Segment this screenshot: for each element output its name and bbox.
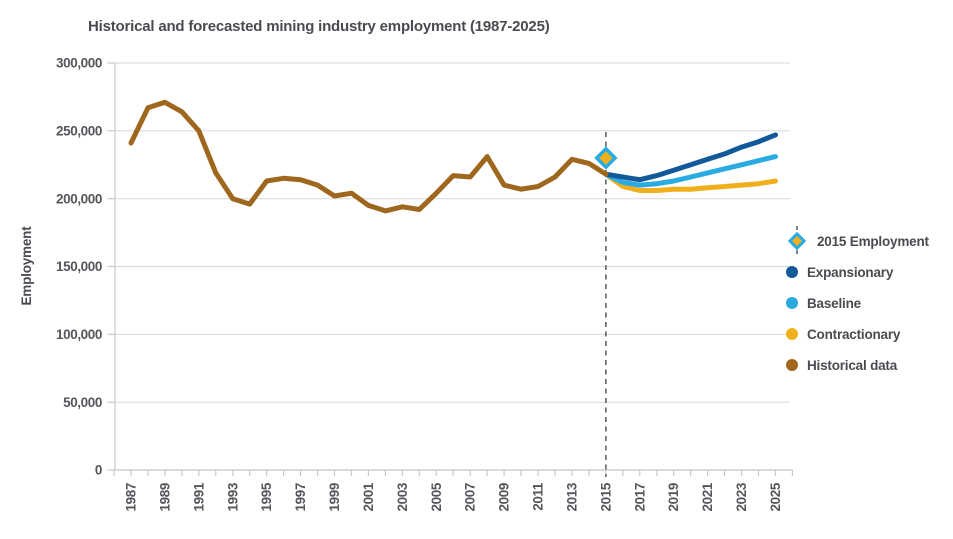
x-tick-label: 2025 xyxy=(768,482,783,511)
x-tick-label: 1987 xyxy=(124,483,139,511)
x-tick-label: 1991 xyxy=(191,482,206,511)
legend-label-2015-employment: 2015 Employment xyxy=(817,233,929,249)
x-tick-label: 2013 xyxy=(565,482,580,511)
y-tick-label: 50,000 xyxy=(63,395,102,410)
legend-item-2015-employment: 2015 Employment xyxy=(786,226,929,256)
contractionary-dot-icon xyxy=(786,328,798,340)
expansionary-dot-icon xyxy=(786,266,798,278)
2015-employment-diamond-marker xyxy=(594,146,618,170)
y-tick-label: 0 xyxy=(95,463,102,478)
y-tick-label: 150,000 xyxy=(56,259,102,274)
axes: 0 50,000 100,000 150,000 200,000 250,000 300,0… xyxy=(56,56,794,511)
legend-item-historical-data: Historical data xyxy=(786,354,929,376)
x-tick-label: 2021 xyxy=(700,482,715,511)
legend-item-expansionary: Expansionary xyxy=(786,261,929,283)
legend-label-expansionary: Expansionary xyxy=(807,264,894,280)
x-tick-label: 2007 xyxy=(463,483,478,511)
y-axis-title: Employment xyxy=(19,226,34,306)
x-tick-label: 2019 xyxy=(666,483,681,511)
legend-item-contractionary: Contractionary xyxy=(786,323,929,345)
y-tick-label: 100,000 xyxy=(56,327,102,342)
historical-data-dot-icon xyxy=(786,359,798,371)
x-tick-label: 2009 xyxy=(497,483,512,511)
y-tick-label: 200,000 xyxy=(56,191,102,206)
baseline-dot-icon xyxy=(786,297,798,309)
legend-item-baseline: Baseline xyxy=(786,292,929,314)
2015-employment-marker-icon xyxy=(787,226,807,256)
x-tick-label: 2017 xyxy=(632,483,647,511)
x-tick-label: 1995 xyxy=(259,482,274,511)
x-tick-label: 1989 xyxy=(157,483,172,511)
gridlines xyxy=(115,62,790,403)
expansionary-line xyxy=(603,132,778,183)
legend-label-historical-data: Historical data xyxy=(807,357,898,373)
baseline-line xyxy=(603,154,778,188)
legend-label-contractionary: Contractionary xyxy=(807,326,901,342)
legend: 2015 Employment Expansionary Baseline Contr… xyxy=(786,226,929,376)
x-tick-label: 2003 xyxy=(395,482,410,511)
x-tick-label: 2001 xyxy=(361,482,376,511)
legend-label-baseline: Baseline xyxy=(807,295,861,311)
contractionary-line xyxy=(603,171,778,193)
historical-data-line xyxy=(128,99,609,214)
y-tick-label: 300,000 xyxy=(56,56,102,71)
x-tick-label: 2005 xyxy=(429,482,444,511)
x-tick-label: 1993 xyxy=(225,482,240,511)
x-tick-label: 2011 xyxy=(531,482,546,511)
x-tick-label: 2015 xyxy=(598,482,613,511)
y-tick-label: 250,000 xyxy=(56,124,102,139)
x-tick-label: 2023 xyxy=(734,482,749,511)
chart-title: Historical and forecasted mining industr… xyxy=(88,18,550,35)
x-tick-label: 1999 xyxy=(327,483,342,511)
x-tick-label: 1997 xyxy=(293,483,308,511)
